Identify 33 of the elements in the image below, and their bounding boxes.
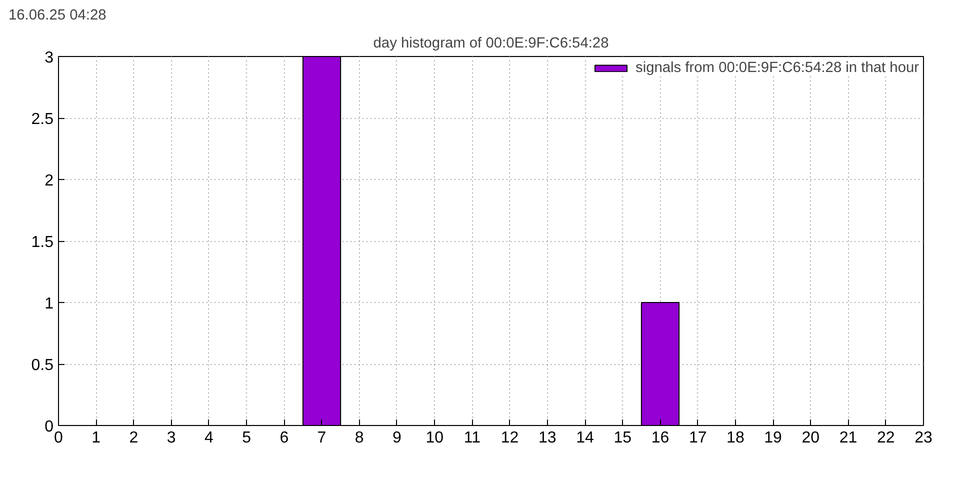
chart-title: day histogram of 00:0E:9F:C6:54:28 xyxy=(373,36,609,52)
x-tick-label: 23 xyxy=(914,430,932,446)
y-tick-label: 1 xyxy=(44,296,54,312)
x-tick-label: 10 xyxy=(426,430,444,446)
x-tick-label: 4 xyxy=(204,430,214,446)
x-tick-label: 14 xyxy=(576,430,594,446)
x-tick-label: 15 xyxy=(614,430,632,446)
x-tick-label: 6 xyxy=(280,430,289,446)
x-tick-label: 13 xyxy=(538,430,556,446)
x-tick-label: 20 xyxy=(802,430,820,446)
x-tick-label: 11 xyxy=(464,430,481,446)
x-tick-label: 1 xyxy=(92,430,101,446)
x-tick-label: 21 xyxy=(839,430,858,446)
x-tick-label: 16 xyxy=(651,430,670,446)
x-tick-label: 7 xyxy=(317,430,326,446)
x-tick-label: 18 xyxy=(726,430,744,446)
y-tick-label: 2.5 xyxy=(31,111,54,128)
y-tick-label: 1.5 xyxy=(31,234,54,251)
x-tick-label: 2 xyxy=(129,430,138,446)
x-tick-label: 8 xyxy=(354,430,364,446)
y-tick-label: 2 xyxy=(44,172,54,190)
x-tick-label: 22 xyxy=(876,430,895,446)
x-tick-label: 19 xyxy=(764,430,782,446)
legend-label: signals from 00:0E:9F:C6:54:28 in that hour xyxy=(635,60,919,76)
x-tick-label: 12 xyxy=(500,430,519,446)
x-tick-label: 17 xyxy=(688,430,707,446)
y-tick-label: 0 xyxy=(44,418,54,436)
y-tick-label: 0.5 xyxy=(31,357,54,374)
x-tick-label: 5 xyxy=(242,430,252,446)
y-tick-label: 3 xyxy=(44,50,54,66)
text: 16.06.25 04:28 xyxy=(8,8,106,24)
x-tick-label: 3 xyxy=(166,430,176,446)
x-tick-label: 9 xyxy=(392,430,402,446)
